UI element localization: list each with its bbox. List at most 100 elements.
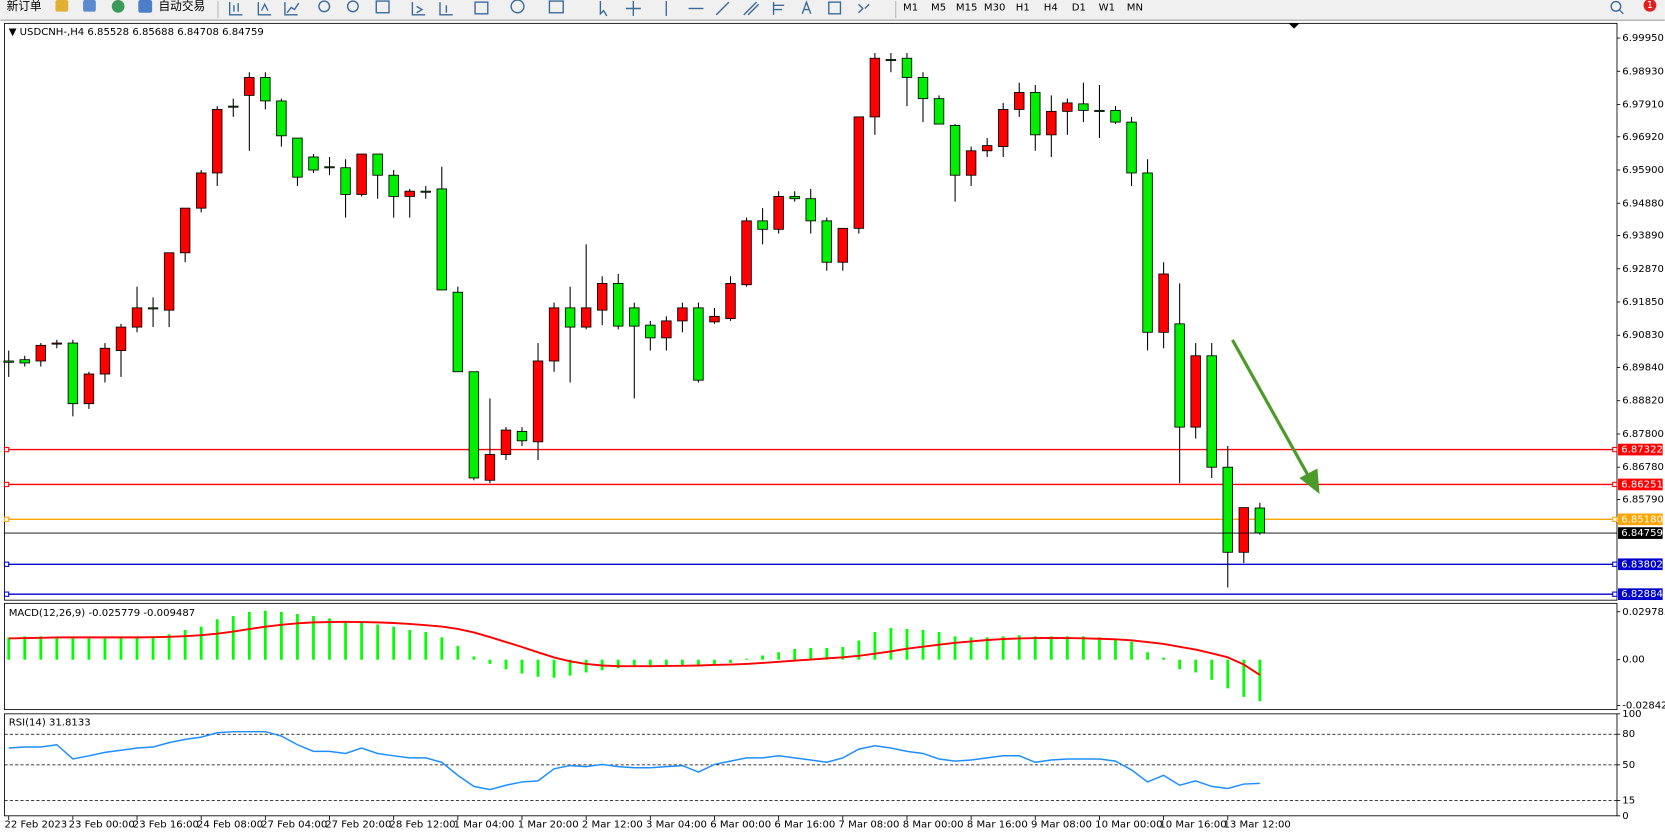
candle-body [532,360,544,443]
candle-body [147,307,159,310]
candle-body [1030,92,1041,136]
chart-marks: 6.99950 6.98930 6.97910 6.96920 6.95900 6.948… [3,33,1665,830]
macd-bar [777,652,781,660]
icon[interactable] [83,0,96,12]
candle-body [661,320,672,339]
candle-icon[interactable] [257,2,272,16]
chart-shift-marker[interactable] [1288,23,1300,29]
bar-chart-icon[interactable] [228,2,243,16]
x-tick-label: 8 Mar 00:00 [903,819,964,830]
level-handle [1612,481,1618,488]
candle-body [324,166,335,169]
macd-bar [1001,636,1005,660]
macd-bar [199,626,203,660]
candle-body [276,100,287,137]
annotation-arrow [1231,339,1320,494]
macd-bar [697,659,700,667]
macd-bar [568,659,572,676]
shift-icon[interactable] [439,2,453,16]
macd-bar [296,613,299,660]
timeframe-button[interactable]: H1 [1016,2,1030,13]
level-handle [1612,446,1618,453]
macd-bar [328,618,331,660]
search-icon[interactable] [1610,0,1622,12]
periods-icon[interactable] [510,0,525,14]
macd-bar [87,638,91,660]
level-price-box [1618,478,1663,491]
y-tick-label: 6.96920 [1622,132,1664,143]
candle-body [837,227,849,263]
level-price-box [1618,588,1663,601]
zoom-in-icon[interactable] [318,0,331,13]
text-icon[interactable] [801,0,812,15]
y-tick-label: 6.95900 [1622,165,1664,176]
autoscroll-icon[interactable] [411,2,426,16]
macd-bar [472,656,476,660]
macd-bar [616,659,620,669]
x-tick-label: 22 Feb 2023 [4,819,67,830]
timeframe-button[interactable]: M1 [903,2,918,13]
timeframe-button[interactable]: M15 [956,2,978,13]
timeframe-button[interactable]: MN [1127,2,1143,13]
notification-badge[interactable] [1643,0,1657,12]
zoom-out-icon[interactable] [346,0,359,13]
candle-body [99,347,111,375]
candle-body [228,105,239,108]
candle-body [468,371,480,479]
cursor-icon[interactable] [599,1,608,17]
macd-bar [985,637,989,660]
icon[interactable] [111,0,125,13]
candle-body [677,307,688,322]
candle-body [516,430,528,442]
label-icon[interactable] [828,1,842,15]
timeframe-button[interactable]: M5 [931,2,946,13]
candle-body [51,342,63,345]
candle-body [1014,92,1025,110]
icon[interactable] [55,0,69,12]
candle-body [853,116,865,229]
candle-body [998,108,1009,147]
timeframe-bar: M1 M5 M15 M30 H1 H4 D1 W1 MN [903,2,1143,13]
candle-body [308,156,319,171]
high-value: 6.85688 [132,27,174,38]
arrows-icon[interactable] [858,3,870,14]
macd-bar [745,658,748,660]
indicators-icon[interactable] [474,1,489,15]
candle-body [613,282,624,327]
macd-bar [969,637,973,660]
timeframe-button[interactable]: D1 [1072,2,1086,13]
candle-body [965,150,977,176]
macd-bar [1017,635,1021,660]
auto-trading-icon[interactable] [138,0,153,13]
templates-icon[interactable] [548,0,564,14]
y-tick-label: -0.028425 [1622,700,1665,711]
level-handle [1612,561,1618,567]
macd-bar [1258,659,1262,702]
candle-body [260,77,271,102]
macd-bar [664,659,668,667]
y-tick-label: 6.86780 [1622,462,1664,473]
auto-trading-button[interactable]: 自动交易 [158,0,205,13]
x-tick-label: 10 Mar 00:00 [1095,819,1162,830]
macd-bar [648,659,652,668]
fibo-icon[interactable] [772,2,785,15]
macd-bar [536,659,540,677]
candle-body [1110,109,1121,123]
candle-body [436,188,448,291]
level-price-label: 6.85180 [1621,514,1663,525]
rsi-header: RSI(14) 31.8133 [9,717,91,728]
candle-body [1142,172,1153,333]
timeframe-button[interactable]: H4 [1044,2,1058,13]
candle-body [244,77,255,96]
line-icon[interactable] [284,2,300,16]
timeframe-button[interactable]: W1 [1099,2,1115,13]
trendline-icon[interactable] [715,1,730,16]
level-price-box [1618,513,1663,526]
channel-icon[interactable] [743,1,760,16]
crosshair-icon[interactable] [625,1,641,16]
tile-icon[interactable] [375,0,390,14]
macd-bar [873,632,877,660]
new-order-button[interactable]: 新订单 [7,0,42,13]
candle-body [212,108,223,174]
timeframe-button[interactable]: M30 [984,2,1006,13]
